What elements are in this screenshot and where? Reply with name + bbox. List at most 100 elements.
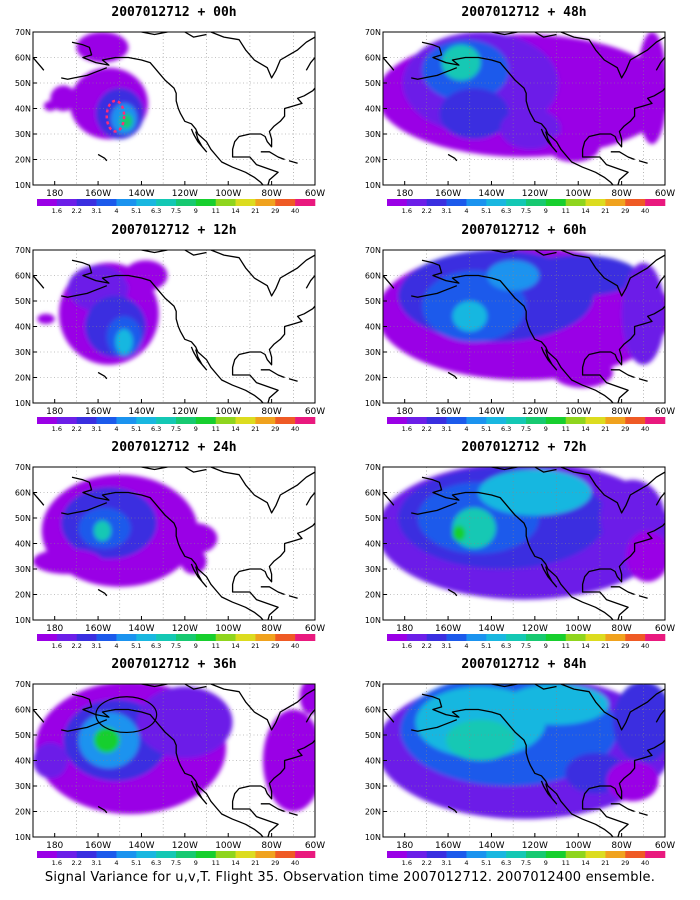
colorbar-label: 29 (621, 859, 629, 867)
x-tick-label: 120W (522, 407, 548, 417)
x-tick-label: 80W (611, 841, 631, 851)
map-panel: 2007012712 + 48h 10N 20N 30N 40N 50N 60N 70N 180… (365, 5, 675, 215)
variance-field (33, 684, 315, 815)
colorbar-label: 14 (581, 859, 589, 867)
variance-field (383, 250, 665, 388)
colorbar: 1.6 2.2 3.1 4 5.1 6.3 7.5 9 11 14 21 29 40 (37, 417, 316, 433)
x-tick-label: 140W (478, 407, 504, 417)
colorbar-swatch (526, 634, 547, 641)
y-tick-label: 40N (15, 323, 31, 332)
variance-contour (606, 760, 659, 802)
colorbar-swatch (275, 199, 296, 206)
colorbar-label: 14 (231, 207, 239, 215)
colorbar-label: 3.1 (441, 207, 451, 215)
panels-grid: 2007012712 + 00h 10N 20N 30N 40N 50N 60N 70N 180… (15, 5, 675, 867)
colorbar-label: 14 (581, 207, 589, 215)
colorbar-label: 14 (231, 425, 239, 433)
y-tick-label: 30N (365, 348, 381, 357)
colorbar-label: 6.3 (151, 859, 161, 867)
target-region-ring (105, 99, 126, 133)
colorbar-label: 3.1 (91, 207, 101, 215)
colorbar-swatch (466, 199, 487, 206)
colorbar-swatch (426, 199, 447, 206)
colorbar-label: 11 (212, 425, 220, 433)
x-tick-label: 120W (522, 841, 548, 851)
y-tick-label: 40N (15, 105, 31, 114)
y-tick-label: 20N (365, 156, 381, 165)
y-tick-label: 70N (365, 680, 381, 689)
colorbar-swatch (625, 417, 646, 424)
colorbar-label: 4 (114, 425, 118, 433)
colorbar-label: 5.1 (481, 859, 491, 867)
colorbar-swatch (176, 417, 197, 424)
gridlines (33, 467, 315, 620)
map-panel: 2007012712 + 00h 10N 20N 30N 40N 50N 60N 70N 180… (15, 5, 325, 215)
colorbar-label: 2.2 (72, 642, 82, 650)
variance-field (383, 684, 665, 820)
colorbar-label: 7.5 (171, 425, 181, 433)
colorbar-label: 4 (464, 642, 468, 650)
colorbar-swatch (605, 199, 626, 206)
y-tick-label: 30N (15, 565, 31, 574)
colorbar-swatch (215, 417, 236, 424)
colorbar-label: 5.1 (131, 425, 141, 433)
variance-contour (93, 520, 112, 541)
colorbar-label: 9 (194, 207, 198, 215)
colorbar-swatch (446, 199, 467, 206)
colorbar-label: 29 (621, 642, 629, 650)
colorbar-swatch (176, 851, 197, 858)
colorbar-swatch (645, 851, 666, 858)
variance-contour (452, 301, 488, 332)
colorbar-label: 4 (464, 859, 468, 867)
colorbar-swatch (645, 199, 666, 206)
colorbar-swatch (295, 634, 316, 641)
colorbar-swatch (156, 199, 177, 206)
colorbar-label: 6.3 (501, 425, 511, 433)
colorbar-label: 2.2 (72, 859, 82, 867)
map-panel: 2007012712 + 12h 10N 20N 30N 40N 50N 60N 70N 180… (15, 223, 325, 433)
x-tick-label: 180 (396, 624, 413, 634)
colorbar-swatch (195, 851, 217, 858)
y-tick-label: 30N (15, 130, 31, 139)
colorbar-label: 21 (251, 425, 259, 433)
x-tick-label: 140W (478, 189, 504, 199)
colorbar-swatch (406, 417, 428, 424)
y-tick-label: 50N (15, 731, 31, 740)
variance-field (33, 474, 218, 587)
colorbar-swatch (605, 417, 626, 424)
colorbar-label: 9 (194, 425, 198, 433)
colorbar-label: 1.6 (402, 642, 412, 650)
colorbar: 1.6 2.2 3.1 4 5.1 6.3 7.5 9 11 14 21 29 40 (37, 634, 316, 650)
colorbar-swatch (156, 634, 177, 641)
gridlines (33, 32, 315, 185)
colorbar: 1.6 2.2 3.1 4 5.1 6.3 7.5 9 11 14 21 29 40 (387, 634, 666, 650)
colorbar-label: 21 (251, 642, 259, 650)
y-tick-label: 30N (365, 565, 381, 574)
colorbar-label: 5.1 (481, 207, 491, 215)
gridlines (383, 684, 665, 837)
gridlines (383, 32, 665, 185)
y-tick-label: 50N (15, 79, 31, 88)
colorbar-label: 2.2 (422, 425, 432, 433)
x-tick-label: 60W (305, 624, 325, 634)
colorbar-swatch (387, 199, 408, 206)
coastlines (383, 250, 665, 403)
y-tick-label: 60N (15, 489, 31, 498)
panel-title: 2007012712 + 60h (461, 223, 586, 238)
y-tick-label: 50N (15, 514, 31, 523)
x-tick-label: 160W (435, 624, 461, 634)
y-tick-label: 50N (365, 297, 381, 306)
x-tick-label: 180 (396, 841, 413, 851)
y-tick-label: 50N (365, 514, 381, 523)
colorbar-label: 3.1 (441, 425, 451, 433)
colorbar-label: 1.6 (52, 642, 62, 650)
variance-contour (137, 686, 233, 758)
colorbar-label: 11 (212, 859, 220, 867)
map-panel: 2007012712 + 60h 10N 20N 30N 40N 50N 60N 70N 180… (365, 223, 675, 433)
colorbar-swatch (426, 417, 447, 424)
colorbar-swatch (275, 851, 296, 858)
map-panel: 2007012712 + 72h 10N 20N 30N 40N 50N 60N 70N 180… (365, 440, 675, 650)
colorbar-label: 6.3 (151, 207, 161, 215)
panel-title: 2007012712 + 12h (111, 223, 236, 238)
